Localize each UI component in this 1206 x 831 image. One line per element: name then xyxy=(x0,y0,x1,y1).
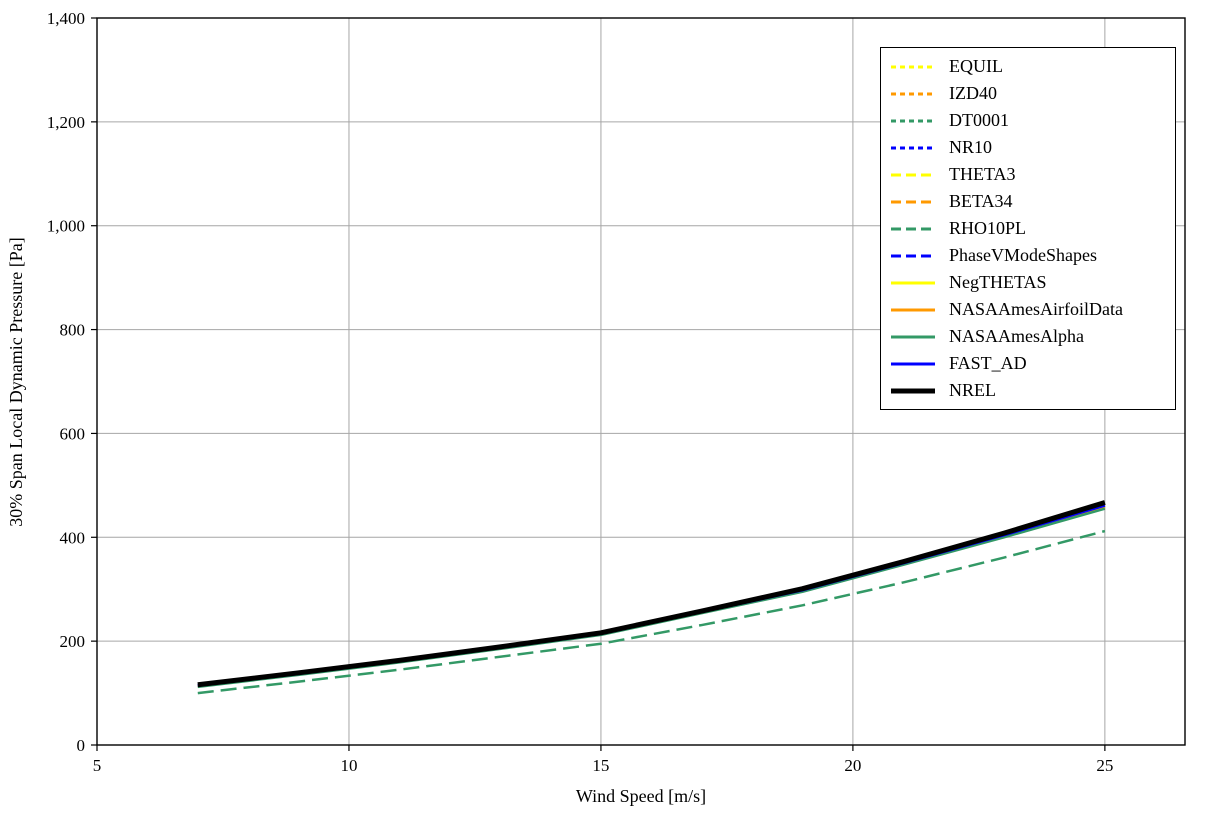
legend-line-sample xyxy=(891,227,935,230)
axis-ticks xyxy=(91,17,1106,751)
series-line-BETA34 xyxy=(197,502,1106,687)
y-tick-label: 600 xyxy=(60,424,86,443)
legend-line-sample xyxy=(891,281,935,284)
legend-item: NR10 xyxy=(889,134,1167,161)
series-line-DT0001 xyxy=(197,502,1106,687)
series-line-NASAAmesAlpha xyxy=(197,507,1106,689)
legend-line-sample xyxy=(891,119,935,122)
legend-item: NASAAmesAirfoilData xyxy=(889,296,1167,323)
legend-item: NREL xyxy=(889,377,1167,404)
legend-line-sample xyxy=(891,388,935,393)
legend-line-sample xyxy=(891,254,935,257)
y-tick-label: 800 xyxy=(60,321,86,340)
legend-label: NegTHETAS xyxy=(949,272,1047,292)
legend-item: IZD40 xyxy=(889,80,1167,107)
y-tick-label: 0 xyxy=(77,736,86,755)
legend-label: PhaseVModeShapes xyxy=(949,245,1097,265)
x-tick-label: 20 xyxy=(844,756,861,775)
series-line-THETA3 xyxy=(197,502,1106,687)
series-line-NR10 xyxy=(197,502,1106,687)
plot-frame xyxy=(96,17,1186,746)
x-tick-label: 25 xyxy=(1096,756,1113,775)
legend-label: BETA34 xyxy=(949,191,1013,211)
axis-tick-labels: 5 10 15 20 25 0 200 400 600 800 1,000 1,200 1,400 xyxy=(47,9,1114,775)
legend-label: DT0001 xyxy=(949,110,1009,130)
legend-label: IZD40 xyxy=(949,83,997,103)
y-tick-label: 200 xyxy=(60,632,86,651)
y-axis-title: 30% Span Local Dynamic Pressure [Pa] xyxy=(6,237,26,526)
series-line-IZD40 xyxy=(197,502,1106,687)
legend-item: DT0001 xyxy=(889,107,1167,134)
legend-line-sample xyxy=(891,146,935,149)
x-axis-title: Wind Speed [m/s] xyxy=(576,786,706,806)
legend-line-sample xyxy=(891,335,935,338)
legend-line-sample xyxy=(891,362,935,365)
legend-label: FAST_AD xyxy=(949,353,1027,373)
legend: EQUIL IZD40 DT0001 NR10 THETA3 BETA34 RHO10PL P… xyxy=(880,47,1176,410)
legend-item: PhaseVModeShapes xyxy=(889,242,1167,269)
series-line-NegTHETAS xyxy=(197,505,1106,688)
legend-label: NR10 xyxy=(949,137,993,157)
legend-label: NASAAmesAirfoilData xyxy=(949,299,1123,319)
legend-line-sample xyxy=(891,92,935,95)
y-tick-label: 1,000 xyxy=(47,217,85,236)
legend-item: BETA34 xyxy=(889,188,1167,215)
legend-item: THETA3 xyxy=(889,161,1167,188)
legend-line-sample xyxy=(891,200,935,203)
x-tick-label: 10 xyxy=(340,756,357,775)
legend-label: THETA3 xyxy=(949,164,1016,184)
legend-label: NASAAmesAlpha xyxy=(949,326,1084,346)
legend-line-sample xyxy=(891,65,935,68)
series-line-NASAAmesAirfoilData xyxy=(197,505,1106,688)
series-line-FAST_AD xyxy=(197,504,1106,688)
legend-label: EQUIL xyxy=(949,56,1003,76)
legend-label: RHO10PL xyxy=(949,218,1027,238)
y-tick-label: 400 xyxy=(60,528,86,547)
series-line-NREL xyxy=(197,500,1106,688)
x-tick-label: 15 xyxy=(592,756,609,775)
legend-item: NASAAmesAlpha xyxy=(889,323,1167,350)
legend-item: RHO10PL xyxy=(889,215,1167,242)
legend-label: NREL xyxy=(949,380,996,400)
legend-item: NegTHETAS xyxy=(889,269,1167,296)
series-line-RHO10PL xyxy=(197,529,1106,695)
legend-item: FAST_AD xyxy=(889,350,1167,377)
y-tick-label: 1,400 xyxy=(47,9,85,28)
legend-item: EQUIL xyxy=(889,53,1167,80)
legend-line-sample xyxy=(891,308,935,311)
x-tick-label: 5 xyxy=(93,756,102,775)
data-series xyxy=(197,500,1106,695)
legend-line-sample xyxy=(891,173,935,176)
series-line-PhaseVModeShapes xyxy=(197,502,1106,687)
series-line-EQUIL xyxy=(197,502,1106,687)
y-tick-label: 1,200 xyxy=(47,113,85,132)
